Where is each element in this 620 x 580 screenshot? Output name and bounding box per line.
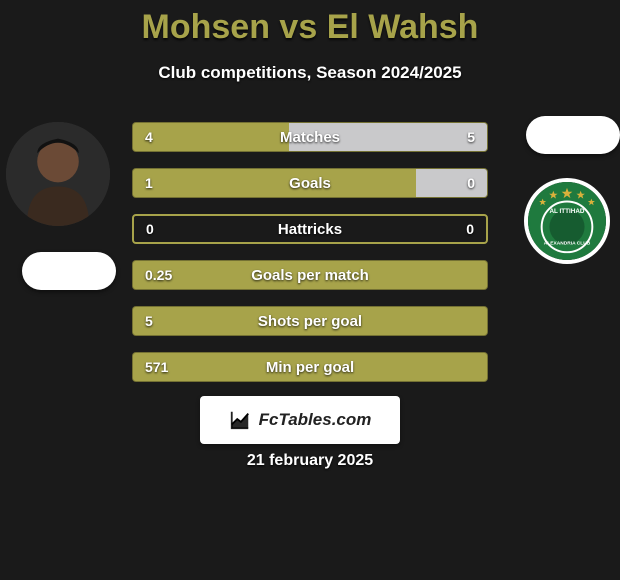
date-text: 21 february 2025	[0, 452, 620, 470]
brand-box[interactable]: FcTables.com	[200, 396, 400, 444]
stat-row-goals: 10Goals	[132, 168, 488, 198]
svg-text:AL ITTIHAD: AL ITTIHAD	[549, 208, 584, 215]
stat-row-hattricks: 00Hattricks	[132, 214, 488, 244]
stat-label: Goals	[133, 169, 487, 197]
stats-bars: 45Matches 10Goals 00Hattricks 0.25Goals per…	[132, 122, 488, 398]
stat-row-goals-per-match: 0.25Goals per match	[132, 260, 488, 290]
stat-label: Goals per match	[133, 261, 487, 289]
brand-text: FcTables.com	[259, 410, 372, 430]
stat-label: Hattricks	[134, 216, 486, 242]
stat-label: Min per goal	[133, 353, 487, 381]
stat-label: Shots per goal	[133, 307, 487, 335]
stat-row-shots-per-goal: 5Shots per goal	[132, 306, 488, 336]
right-player-badge	[526, 116, 620, 154]
left-team-badge	[22, 252, 116, 290]
right-team-badge: AL ITTIHAD ALEXANDRIA CLUB	[524, 178, 610, 264]
svg-text:ALEXANDRIA CLUB: ALEXANDRIA CLUB	[544, 240, 591, 246]
page-title: Mohsen vs El Wahsh	[0, 0, 620, 47]
stat-row-min-per-goal: 571Min per goal	[132, 352, 488, 382]
stat-label: Matches	[133, 123, 487, 151]
subtitle: Club competitions, Season 2024/2025	[0, 63, 620, 83]
stat-row-matches: 45Matches	[132, 122, 488, 152]
left-player-avatar	[6, 122, 110, 226]
chart-icon	[229, 409, 251, 431]
